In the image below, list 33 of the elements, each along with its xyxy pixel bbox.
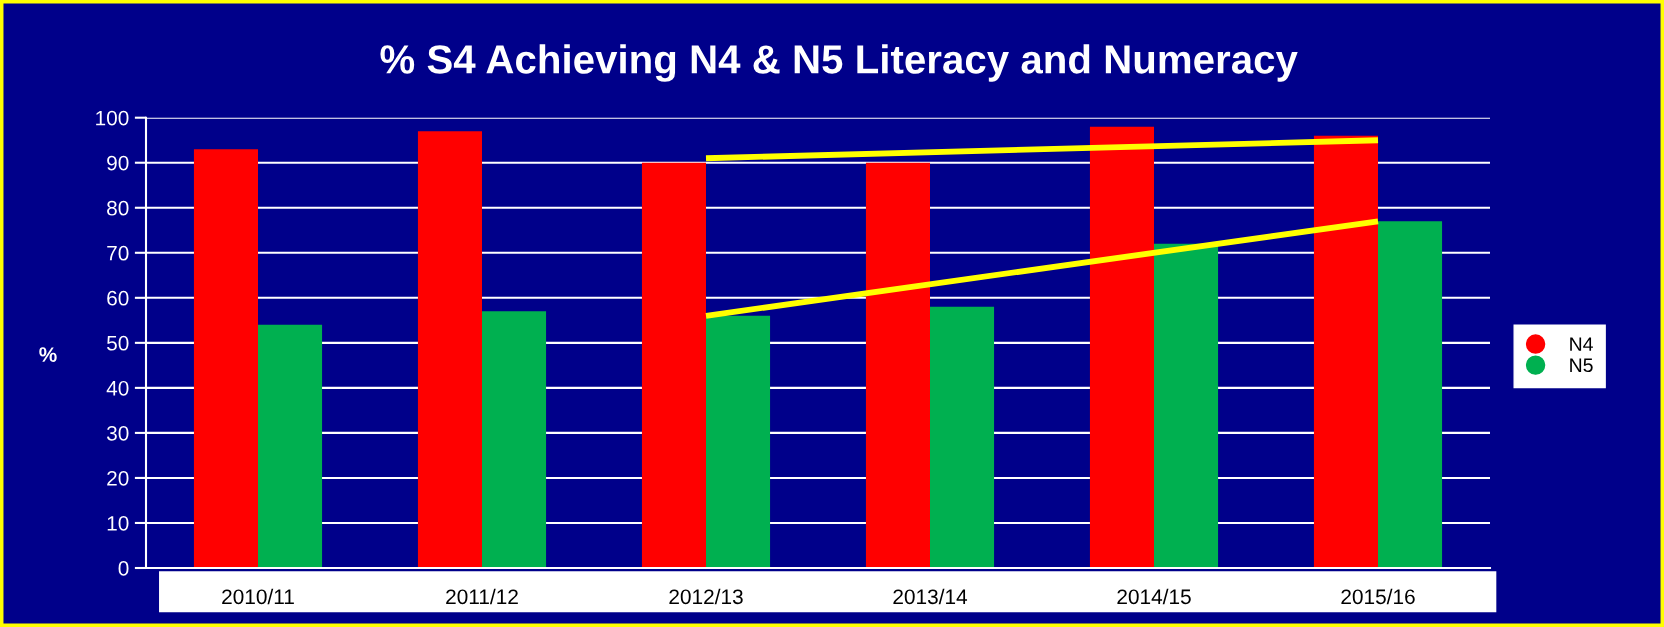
- y-axis-title: %: [39, 347, 57, 362]
- bar: [482, 311, 547, 568]
- bar: [1089, 126, 1154, 568]
- y-tick-label: 60: [107, 290, 129, 306]
- y-tick-label: 50: [107, 335, 129, 351]
- y-tick-label: 20: [107, 470, 129, 486]
- y-tick-label: 10: [107, 515, 129, 531]
- y-tick-label: 30: [106, 425, 129, 441]
- x-tick-label: 2013/14: [893, 588, 968, 605]
- bar: [417, 131, 482, 568]
- x-tick-label: 2011/12: [446, 588, 518, 605]
- x-tick-label: 2015/16: [1341, 588, 1415, 605]
- x-tick-label: 2010/11: [222, 588, 294, 605]
- bar: [930, 306, 995, 568]
- y-tick-label: 40: [106, 380, 129, 396]
- x-tick-label: 2014/15: [1117, 588, 1191, 605]
- bar: [1154, 243, 1219, 568]
- legend-label: N4: [1570, 337, 1593, 351]
- y-tick-label: 70: [107, 245, 129, 261]
- bar: [258, 324, 323, 568]
- y-tick-label: 90: [107, 155, 129, 171]
- bar: [193, 149, 258, 568]
- bar: [1378, 221, 1443, 568]
- bar: [865, 162, 930, 568]
- legend-label: N5: [1570, 358, 1593, 373]
- chart-title: % S4 Achieving N4 & N5 Literacy and Numeracy: [380, 44, 1298, 82]
- bar: [1313, 135, 1378, 568]
- y-tick-label: 80: [107, 200, 129, 216]
- y-tick-label: 100: [96, 110, 129, 126]
- bar: [706, 315, 771, 568]
- bar: [641, 162, 706, 568]
- x-tick-label: 2012/13: [669, 588, 743, 605]
- y-tick-label: 0: [118, 561, 129, 576]
